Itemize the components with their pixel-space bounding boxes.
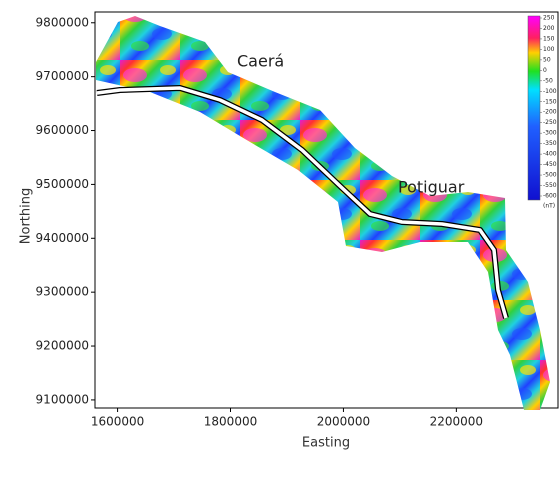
- y-tick-label: 9600000: [36, 123, 89, 137]
- x-tick-label: 1800000: [204, 415, 257, 429]
- colorbar-tick-label: 250: [543, 15, 555, 22]
- colorbar: [528, 16, 540, 200]
- colorbar-tick-label: -450: [543, 161, 557, 168]
- colorbar-tick-label: -300: [543, 130, 557, 137]
- x-tick-label: 2000000: [317, 415, 370, 429]
- y-tick-label: 9500000: [36, 177, 89, 191]
- y-tick-label: 9100000: [36, 392, 89, 406]
- colorbar-tick-label: 200: [543, 25, 555, 32]
- colorbar-tick-label: -600: [543, 193, 557, 200]
- place-label: Caerá: [237, 52, 284, 71]
- colorbar-unit: (nT): [543, 203, 555, 210]
- colorbar-tick-label: -200: [543, 109, 557, 116]
- colorbar-tick-label: -550: [543, 182, 557, 189]
- y-tick-label: 9200000: [36, 339, 89, 353]
- y-tick-label: 9300000: [36, 285, 89, 299]
- y-axis-label: Northing: [19, 188, 34, 244]
- colorbar-tick-label: -50: [543, 77, 553, 84]
- x-tick-label: 2200000: [430, 415, 483, 429]
- colorbar-tick-label: -150: [543, 98, 557, 105]
- colorbar-tick-label: 150: [543, 35, 555, 42]
- map-figure: Caerá Potiguar Easting Northing (nT) 160…: [0, 0, 560, 478]
- place-label: Potiguar: [398, 178, 465, 197]
- y-tick-label: 9400000: [36, 231, 89, 245]
- x-axis-label: Easting: [302, 436, 350, 451]
- y-tick-label: 9700000: [36, 69, 89, 83]
- colorbar-tick-label: 50: [543, 56, 551, 63]
- y-tick-label: 9800000: [36, 15, 89, 29]
- colorbar-tick-label: -500: [543, 172, 557, 179]
- colorbar-tick-label: 0: [543, 67, 547, 74]
- x-tick-label: 1600000: [91, 415, 144, 429]
- colorbar-tick-label: 100: [543, 46, 555, 53]
- colorbar-tick-label: -350: [543, 140, 557, 147]
- colorbar-tick-label: -100: [543, 88, 557, 95]
- colorbar-tick-label: -400: [543, 151, 557, 158]
- colorbar-tick-label: -250: [543, 119, 557, 126]
